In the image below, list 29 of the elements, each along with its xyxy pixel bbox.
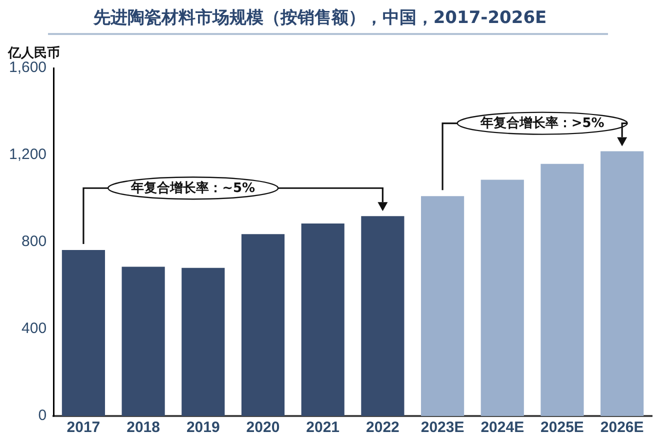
annotation: 年复合增长率：~5% xyxy=(131,180,256,198)
x-tick-label: 2024E xyxy=(480,419,524,436)
x-tick-label: 2018 xyxy=(126,419,160,436)
y-tick-label: 1,200 xyxy=(8,146,47,164)
bar xyxy=(122,266,165,416)
x-tick-label: 2019 xyxy=(186,419,220,436)
bar xyxy=(182,268,225,416)
bar xyxy=(480,180,524,416)
bar xyxy=(301,224,344,416)
bar xyxy=(361,216,404,416)
x-tick-label: 2026E xyxy=(600,419,644,436)
y-axis-title: 亿人民币 xyxy=(8,44,60,62)
x-tick-label: 2022 xyxy=(366,419,400,436)
x-tick-label: 2017 xyxy=(66,419,100,436)
y-tick-label: 400 xyxy=(22,320,47,338)
x-tick-label: 2023E xyxy=(420,419,464,436)
annotation: 年复合增长率：>5% xyxy=(480,114,604,132)
x-tick-label: 2025E xyxy=(540,419,584,436)
x-tick-label: 2020 xyxy=(246,419,280,436)
y-tick-label: 0 xyxy=(38,407,47,424)
chart-title: 先进陶瓷材料市场规模（按销售额），中国，2017-2026E xyxy=(92,7,548,29)
y-tick-label: 1,600 xyxy=(8,59,47,76)
bar xyxy=(540,164,584,416)
bar xyxy=(241,234,285,416)
y-tick-label: 800 xyxy=(22,233,47,250)
x-tick-label: 2021 xyxy=(306,419,340,436)
bar xyxy=(62,250,106,416)
bar xyxy=(600,151,644,416)
bar xyxy=(420,196,464,416)
